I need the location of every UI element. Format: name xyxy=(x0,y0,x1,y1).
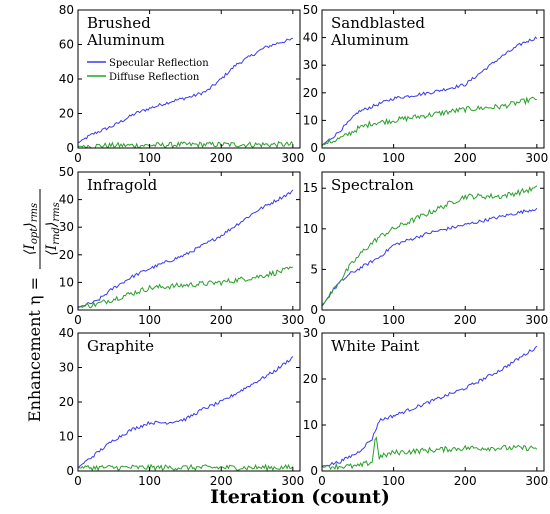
legend: Specular Reflection Diffuse Reflection xyxy=(87,58,209,83)
y-tick-label: 20 xyxy=(303,372,318,386)
y-tick-label: 20 xyxy=(303,86,318,100)
legend-specular-label: Specular Reflection xyxy=(109,58,209,69)
panel-title-line: Aluminum xyxy=(330,31,409,49)
y-tick-label: 0 xyxy=(310,141,318,155)
axes-frame xyxy=(321,332,545,472)
x-tick-label: 300 xyxy=(281,474,304,488)
x-tick-label: 200 xyxy=(454,313,477,327)
panel-4: 0 100 200 300 0 5 10 15 Spectralon xyxy=(303,171,548,327)
x-tick-label: 300 xyxy=(525,474,548,488)
y-tick-label: 40 xyxy=(303,31,318,45)
y-tick-label: 50 xyxy=(303,3,318,17)
x-tick-label: 0 xyxy=(318,474,326,488)
axes-frame xyxy=(77,171,301,311)
axes-frame xyxy=(321,171,545,311)
x-tick-label: 100 xyxy=(382,313,405,327)
panel-6: 0 100 200 300 0 10 20 30 White Paint xyxy=(303,326,549,488)
x-tick-label: 300 xyxy=(281,313,304,327)
panel-title-line: Aluminum xyxy=(86,31,165,49)
y-tick-label: 30 xyxy=(59,361,74,375)
y-tick-label: 0 xyxy=(66,141,74,155)
panel-title-line: White Paint xyxy=(331,337,419,355)
y-tick-label: 10 xyxy=(303,222,318,236)
y-tick-label: 10 xyxy=(59,275,74,289)
x-tick-label: 0 xyxy=(74,474,82,488)
y-tick-label: 0 xyxy=(310,303,318,317)
y-tick-label: 15 xyxy=(303,181,318,195)
x-axis-label: Iteration (count) xyxy=(210,486,390,508)
y-tick-label: 50 xyxy=(59,165,74,179)
x-tick-label: 200 xyxy=(454,151,477,165)
y-tick-label: 30 xyxy=(303,326,318,340)
panel-title-line: Sandblasted xyxy=(331,14,425,32)
y-tick-label: 10 xyxy=(303,113,318,127)
x-tick-label: 200 xyxy=(210,151,233,165)
y-tick-label: 10 xyxy=(59,430,74,444)
y-tick-label: 40 xyxy=(59,72,74,86)
y-label-denominator: ⟨Irnd⟩rms xyxy=(44,202,62,256)
x-tick-label: 0 xyxy=(318,151,326,165)
series-line-specular xyxy=(321,207,538,307)
panel-title-line: Graphite xyxy=(87,337,154,355)
panel-title-line: Brushed xyxy=(87,14,151,32)
y-label-text: Enhancement η = xyxy=(25,277,44,422)
y-tick-label: 40 xyxy=(59,326,74,340)
x-tick-label: 300 xyxy=(525,151,548,165)
series-line-diffuse xyxy=(321,185,538,306)
y-tick-label: 0 xyxy=(310,464,318,478)
y-tick-label: 5 xyxy=(310,262,318,276)
y-tick-label: 10 xyxy=(303,418,318,432)
y-tick-label: 30 xyxy=(59,220,74,234)
x-tick-label: 0 xyxy=(74,151,82,165)
series-line-diffuse xyxy=(321,96,537,147)
x-tick-label: 200 xyxy=(210,313,233,327)
y-label-numerator: ⟨Iopt⟩rms xyxy=(22,203,40,255)
y-tick-label: 20 xyxy=(59,395,74,409)
legend-diffuse-label: Diffuse Reflection xyxy=(109,72,200,83)
y-tick-label: 0 xyxy=(66,303,74,317)
axes-frame xyxy=(321,9,545,149)
series-line-specular xyxy=(321,345,538,468)
x-tick-label: 100 xyxy=(382,151,405,165)
x-tick-label: 100 xyxy=(382,474,405,488)
x-tick-label: 200 xyxy=(210,474,233,488)
series-line-diffuse xyxy=(77,140,294,149)
y-axis-label: Enhancement η = ⟨Iopt⟩rms ⟨Irnd⟩rms xyxy=(22,189,62,422)
panel-5: 0 100 200 300 0 10 20 30 40 Graphite xyxy=(59,326,305,488)
x-tick-label: 300 xyxy=(525,313,548,327)
x-tick-label: 0 xyxy=(74,313,82,327)
x-tick-label: 100 xyxy=(138,474,161,488)
y-tick-label: 0 xyxy=(66,464,74,478)
x-tick-label: 0 xyxy=(318,313,326,327)
x-tick-label: 200 xyxy=(454,474,477,488)
series-line-diffuse xyxy=(321,436,538,471)
panel-3: 0 100 200 300 0 10 20 30 40 50 Infragold xyxy=(59,165,305,327)
x-tick-label: 300 xyxy=(281,151,304,165)
panel-title-line: Spectralon xyxy=(331,176,414,194)
series-line-specular xyxy=(77,356,294,469)
y-tick-label: 30 xyxy=(303,58,318,72)
series-line-specular xyxy=(321,36,538,146)
series-line-diffuse xyxy=(77,463,294,473)
series-line-specular xyxy=(77,37,293,144)
x-tick-label: 100 xyxy=(138,151,161,165)
series-line-specular xyxy=(77,189,294,308)
y-tick-label: 20 xyxy=(59,248,74,262)
panel-title-line: Infragold xyxy=(87,176,158,194)
y-tick-label: 40 xyxy=(59,193,74,207)
y-tick-label: 60 xyxy=(59,38,74,52)
x-tick-label: 100 xyxy=(138,313,161,327)
y-tick-label: 80 xyxy=(59,3,74,17)
series-line-diffuse xyxy=(77,266,293,309)
y-tick-label: 20 xyxy=(59,107,74,121)
